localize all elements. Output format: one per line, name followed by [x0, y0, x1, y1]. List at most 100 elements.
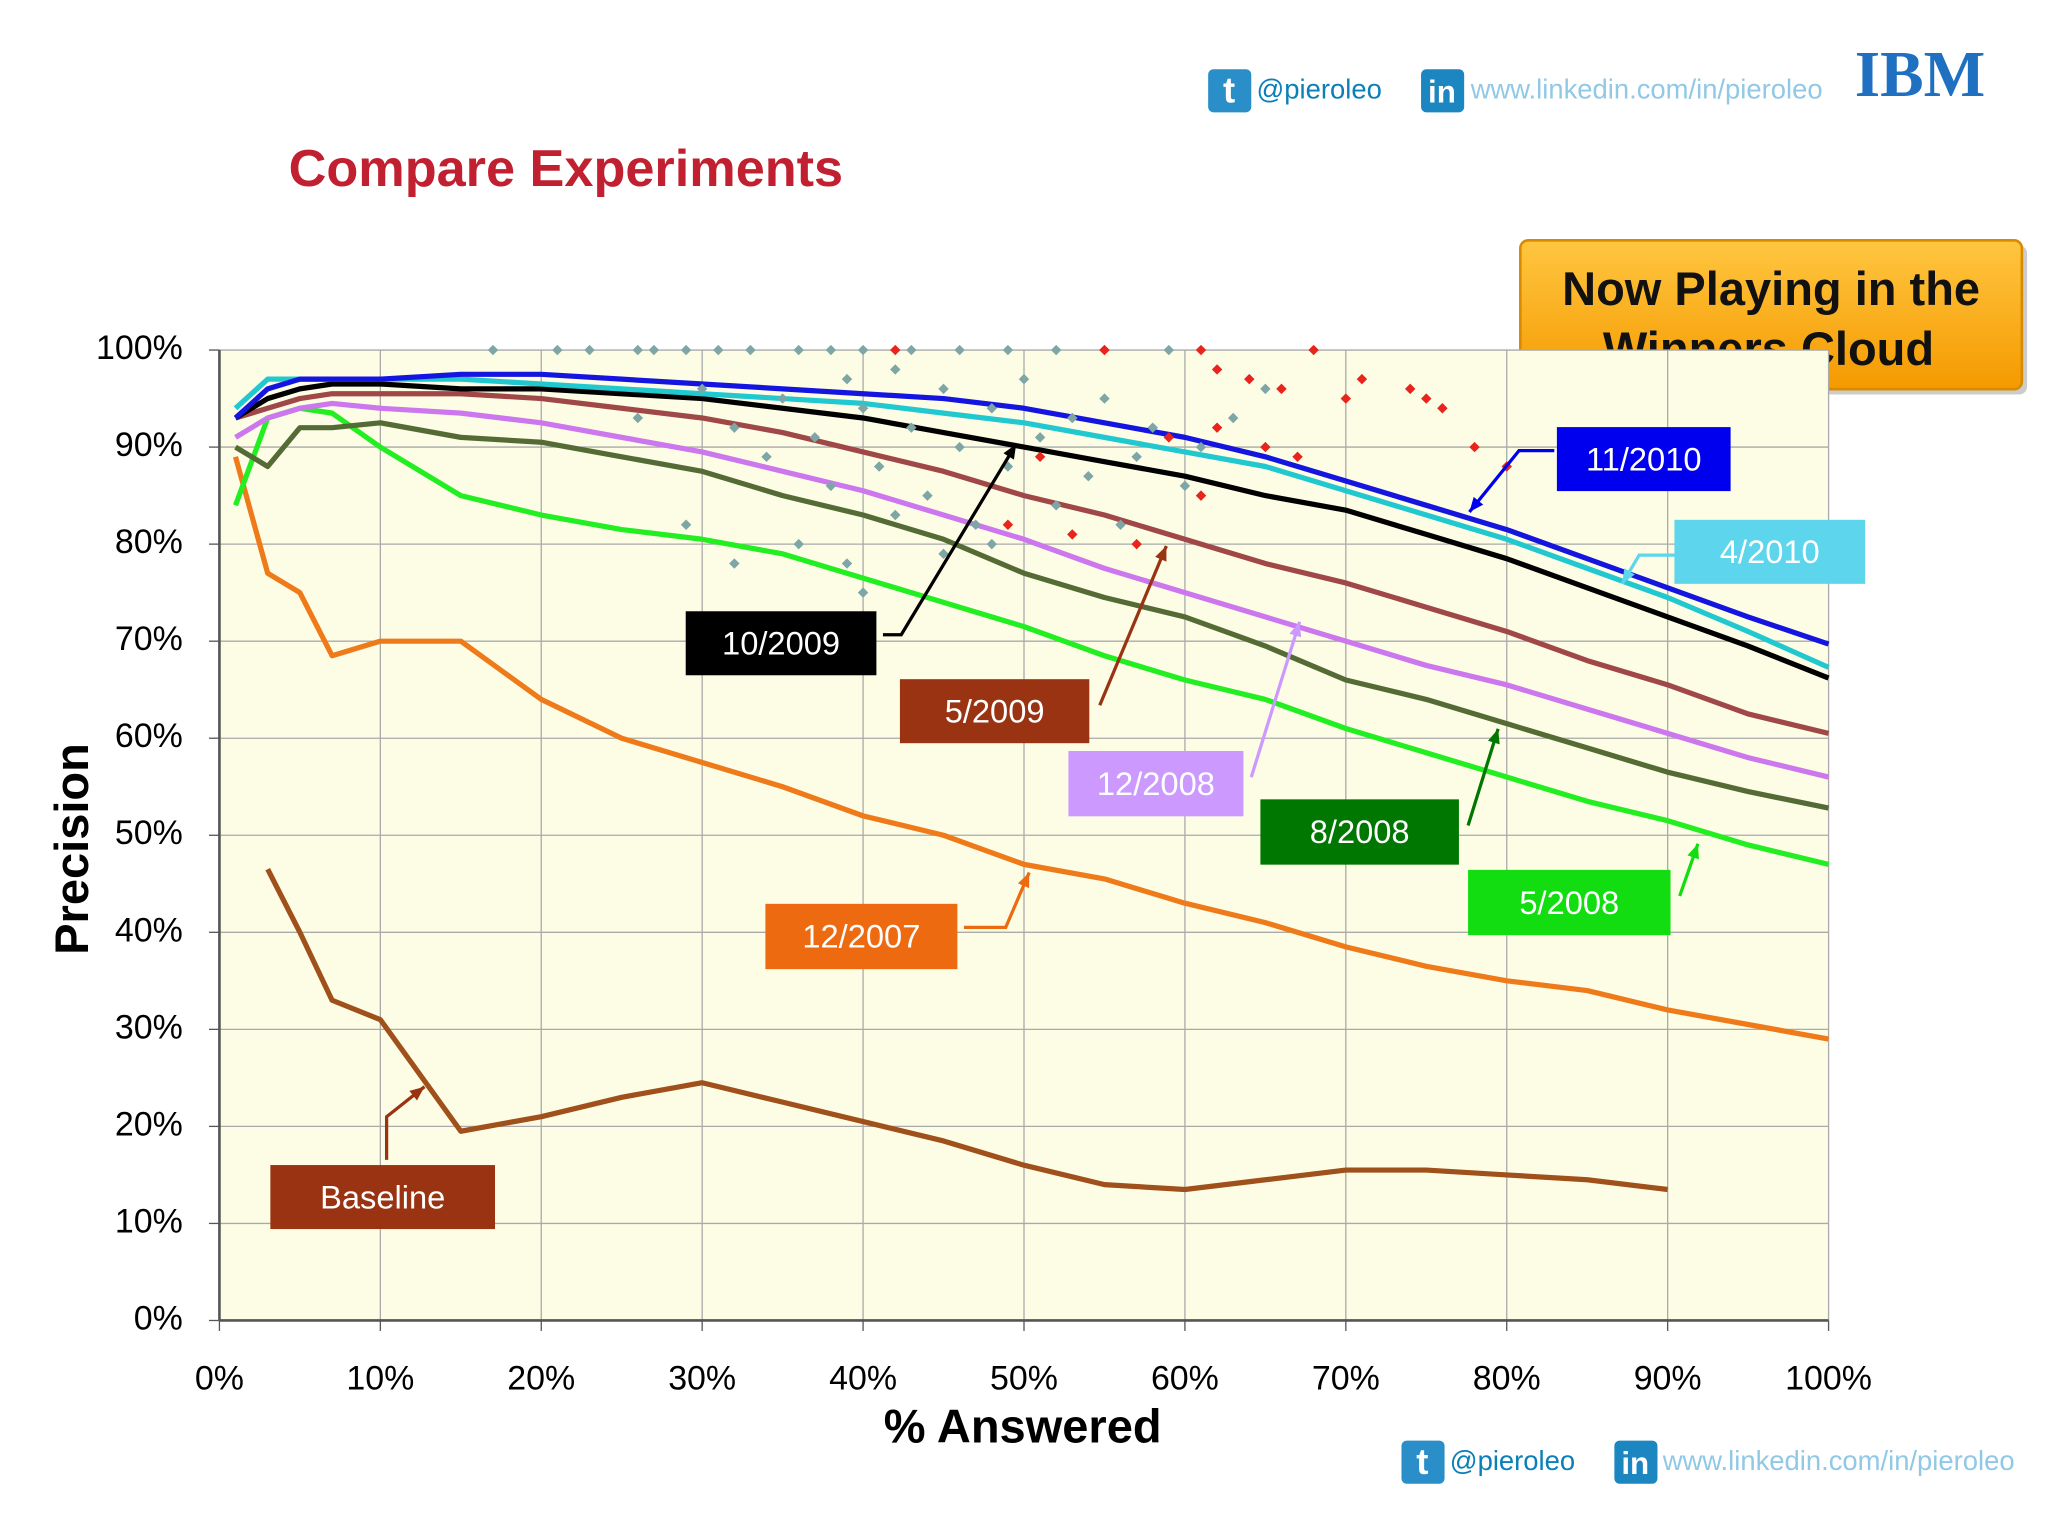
legend-label: 4/2010 — [1720, 533, 1820, 570]
legend-arrowhead — [1488, 728, 1500, 745]
scatter-point — [1195, 441, 1207, 453]
scatter-point — [1163, 344, 1175, 356]
series-line — [233, 405, 1830, 867]
scatter-point — [857, 587, 869, 598]
legend-label: 5/2008 — [1519, 884, 1619, 921]
legend-box — [899, 679, 1090, 744]
legend-arrow — [1249, 621, 1302, 778]
series-line — [265, 868, 1668, 1193]
scatter-point — [1404, 383, 1416, 395]
scatter-point — [648, 344, 660, 356]
scatter-point — [938, 383, 949, 395]
scatter-point — [1067, 529, 1078, 540]
legend-arrowhead — [1155, 545, 1167, 562]
legend-box — [1556, 427, 1731, 492]
scatter-point — [841, 373, 853, 385]
scatter-point — [857, 344, 869, 356]
x-tick-label: 100% — [1785, 1360, 1872, 1398]
y-tick-label: 10% — [115, 1202, 183, 1240]
scatter-point — [1469, 441, 1480, 453]
x-tick-label: 90% — [1634, 1360, 1702, 1398]
x-tick-label: 30% — [668, 1360, 736, 1398]
scatter-point — [729, 422, 740, 433]
scatter-point — [632, 344, 644, 356]
scatter-point — [970, 519, 981, 530]
legend-arrowhead — [1469, 496, 1484, 512]
ibm-logo: IBM — [1855, 39, 1986, 111]
series-line — [233, 456, 1830, 1042]
scatter-point — [713, 344, 724, 356]
scatter-point — [1099, 344, 1110, 356]
twitter-icon — [1401, 1440, 1445, 1484]
legend-arrowhead — [409, 1086, 425, 1101]
y-tick-label: 40% — [115, 911, 183, 949]
y-tick-label: 90% — [115, 426, 183, 464]
legend-arrow — [1468, 448, 1555, 514]
legend-label: 5/2009 — [945, 692, 1045, 729]
legend-arrowhead — [1622, 568, 1635, 584]
scatter-point — [890, 364, 901, 375]
scatter-point — [761, 451, 772, 463]
scatter-point — [584, 344, 595, 356]
y-tick-label: 0% — [134, 1299, 183, 1337]
scatter-point — [1260, 441, 1271, 453]
scatter-point — [1002, 519, 1014, 530]
scatter-point — [954, 344, 965, 356]
y-tick-label: 70% — [115, 620, 183, 658]
x-axis-label: % Answered — [884, 1400, 1162, 1453]
x-tick-label: 50% — [990, 1360, 1058, 1398]
legend-box — [765, 903, 958, 970]
scatter-point — [1421, 393, 1432, 404]
y-tick-label: 60% — [115, 717, 183, 755]
twitter-handle: @pieroleo — [1450, 1445, 1575, 1476]
legend-arrow — [882, 443, 1018, 637]
legend-box — [1068, 751, 1244, 817]
scatter-point — [680, 344, 692, 356]
legend-box — [685, 611, 877, 676]
scatter-point — [680, 519, 692, 530]
scatter-point — [1195, 344, 1207, 356]
twitter-handle: @pieroleo — [1256, 74, 1381, 105]
callout-text: Now Playing in the — [1562, 262, 1980, 315]
scatter-point — [857, 403, 869, 414]
series-line — [234, 381, 1830, 681]
legend-box — [1674, 519, 1866, 584]
legend-arrow — [1098, 545, 1168, 706]
x-tick-label: 20% — [507, 1360, 575, 1398]
series-line — [234, 391, 1830, 736]
scatter-point — [1131, 451, 1142, 463]
scatter-point — [1227, 412, 1239, 424]
legend-arrowhead — [1017, 872, 1030, 889]
legend-label: 8/2008 — [1310, 813, 1410, 850]
scatter-point — [696, 383, 708, 395]
legend-label: 10/2009 — [722, 625, 840, 662]
scatter-point — [938, 548, 949, 560]
scatter-point — [1002, 344, 1014, 356]
linkedin-url: www.linkedin.com/in/pieroleo — [1470, 74, 1823, 105]
scatter-point — [890, 509, 901, 521]
scatter-point — [873, 461, 885, 472]
legend-box — [270, 1165, 496, 1230]
scatter-point — [1340, 393, 1352, 404]
linkedin-icon — [1614, 1440, 1658, 1484]
x-tick-label: 80% — [1473, 1360, 1541, 1398]
scatter-point — [1195, 490, 1207, 501]
scatter-point — [1292, 451, 1303, 463]
series-line — [233, 371, 1830, 647]
x-tick-label: 40% — [829, 1360, 897, 1398]
legend-arrow — [384, 1085, 426, 1160]
y-tick-label: 100% — [96, 329, 183, 367]
linkedin-url: www.linkedin.com/in/pieroleo — [1662, 1445, 2015, 1476]
x-tick-label: 70% — [1312, 1360, 1380, 1398]
legend-box — [1260, 799, 1459, 865]
scatter-point — [954, 441, 965, 453]
x-tick-label: 10% — [346, 1360, 414, 1398]
legend-arrowhead — [1003, 444, 1017, 460]
scatter-point — [1244, 373, 1255, 385]
y-tick-label: 20% — [115, 1105, 183, 1143]
scatter-point — [1034, 432, 1046, 443]
scatter-point — [906, 422, 917, 433]
scatter-point — [1034, 451, 1046, 463]
